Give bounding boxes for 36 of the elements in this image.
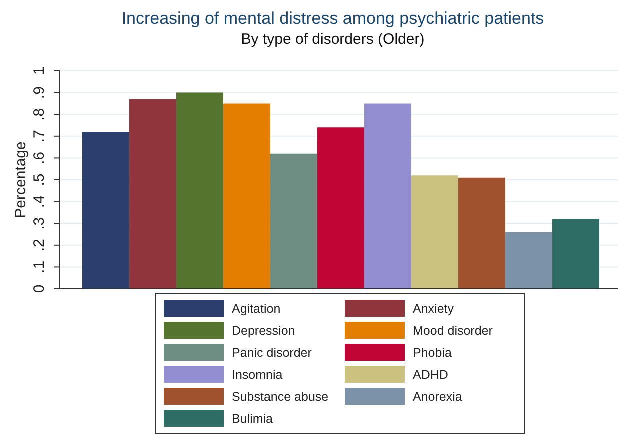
legend-label: Substance abuse [232,390,329,404]
y-tick-label: .5 [31,174,48,186]
y-axis-title: Percentage [12,142,30,218]
y-tick-label: 1 [31,66,48,76]
y-tick-label: .3 [31,217,48,230]
chart-title: Increasing of mental distress among psychiatric patients [120,8,546,30]
bar [82,132,130,289]
legend-label: Mood disorder [413,324,493,338]
y-tick-label: 0 [31,284,48,294]
bar [458,178,506,289]
legend-label: Anorexia [413,390,462,404]
legend-label: ADHD [413,368,448,382]
bar [223,104,270,289]
y-tick-label: .1 [31,260,48,274]
legend-label: Phobia [413,346,452,360]
y-tick-label: .2 [31,239,48,252]
bar [176,92,224,289]
bar [317,128,364,289]
legend-label: Depression [232,324,296,338]
y-tick-label: .6 [31,152,48,164]
y-tick-label: .4 [31,196,48,208]
legend-label: Insomnia [232,368,283,382]
bar [411,176,458,289]
bar [364,104,412,289]
y-tick-label: .7 [31,130,48,143]
y-tick-label: .9 [31,86,48,100]
y-tick-label: .8 [31,108,48,121]
legend-label: Agitation [232,302,281,316]
legend-label: Anxiety [413,302,454,316]
bar [552,219,600,289]
bar [270,154,318,289]
bar [505,232,552,289]
legend-label: Panic disorder [232,346,312,360]
legend-label: Bulimia [232,412,273,426]
bar [129,99,176,289]
chart-subtitle: By type of disorders (Older) [240,30,426,49]
